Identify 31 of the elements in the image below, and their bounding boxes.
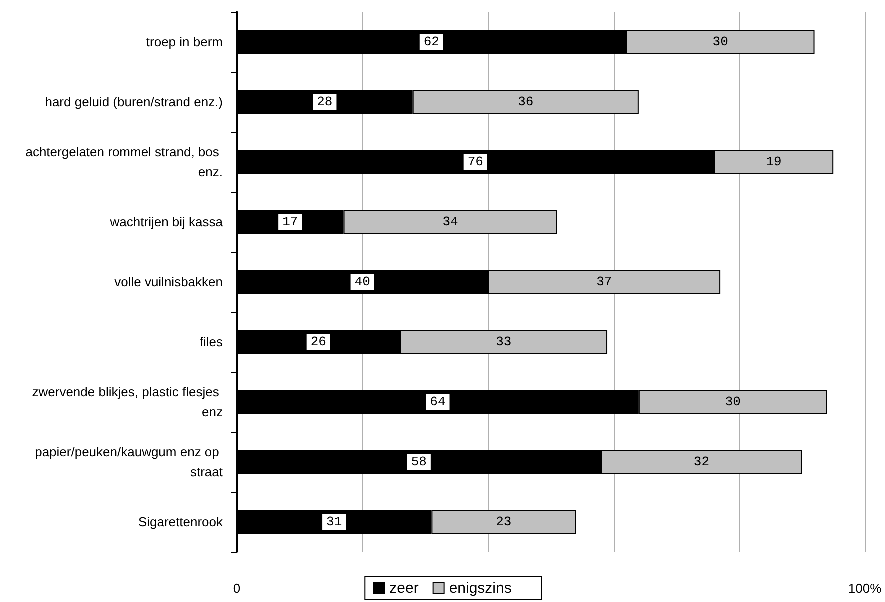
data-label: 76	[468, 154, 484, 170]
data-label: 64	[430, 394, 446, 410]
x-tick-label: 0	[233, 581, 241, 596]
data-label: 33	[496, 334, 512, 350]
data-label: 30	[725, 394, 741, 410]
data-label: 19	[766, 154, 782, 170]
data-label: 31	[326, 514, 342, 530]
data-label: 34	[442, 214, 459, 230]
data-label: 58	[411, 454, 427, 470]
data-label: 26	[310, 334, 326, 350]
y-tick-label: troep in berm	[146, 34, 223, 50]
y-tick-label: papier/peuken/kauwgum enz op straat	[35, 444, 224, 480]
data-label: 17	[282, 214, 298, 230]
y-tick-label: zwervende blikjes, plastic flesjes enz	[32, 384, 223, 420]
data-label: 37	[596, 274, 612, 290]
data-label: 28	[317, 94, 333, 110]
data-label: 23	[496, 514, 512, 530]
data-label: 62	[424, 34, 440, 50]
y-tick-label: files	[200, 334, 224, 350]
data-label: 36	[518, 94, 534, 110]
legend-label: zeer	[390, 580, 419, 597]
y-tick-label: wachtrijen bij kassa	[109, 214, 224, 230]
y-tick-label: achtergelaten rommel strand, bos enz.	[26, 144, 223, 180]
y-tick-label: Sigarettenrook	[138, 514, 224, 530]
data-label: 40	[354, 274, 370, 290]
data-label: 30	[712, 34, 728, 50]
x-tick-label: 100%	[848, 581, 882, 596]
legend-label: enigszins	[449, 580, 512, 597]
y-tick-label: hard geluid (buren/strand enz.)	[45, 94, 223, 110]
y-tick-label: volle vuilnisbakken	[114, 274, 223, 290]
data-label: 32	[694, 454, 710, 470]
